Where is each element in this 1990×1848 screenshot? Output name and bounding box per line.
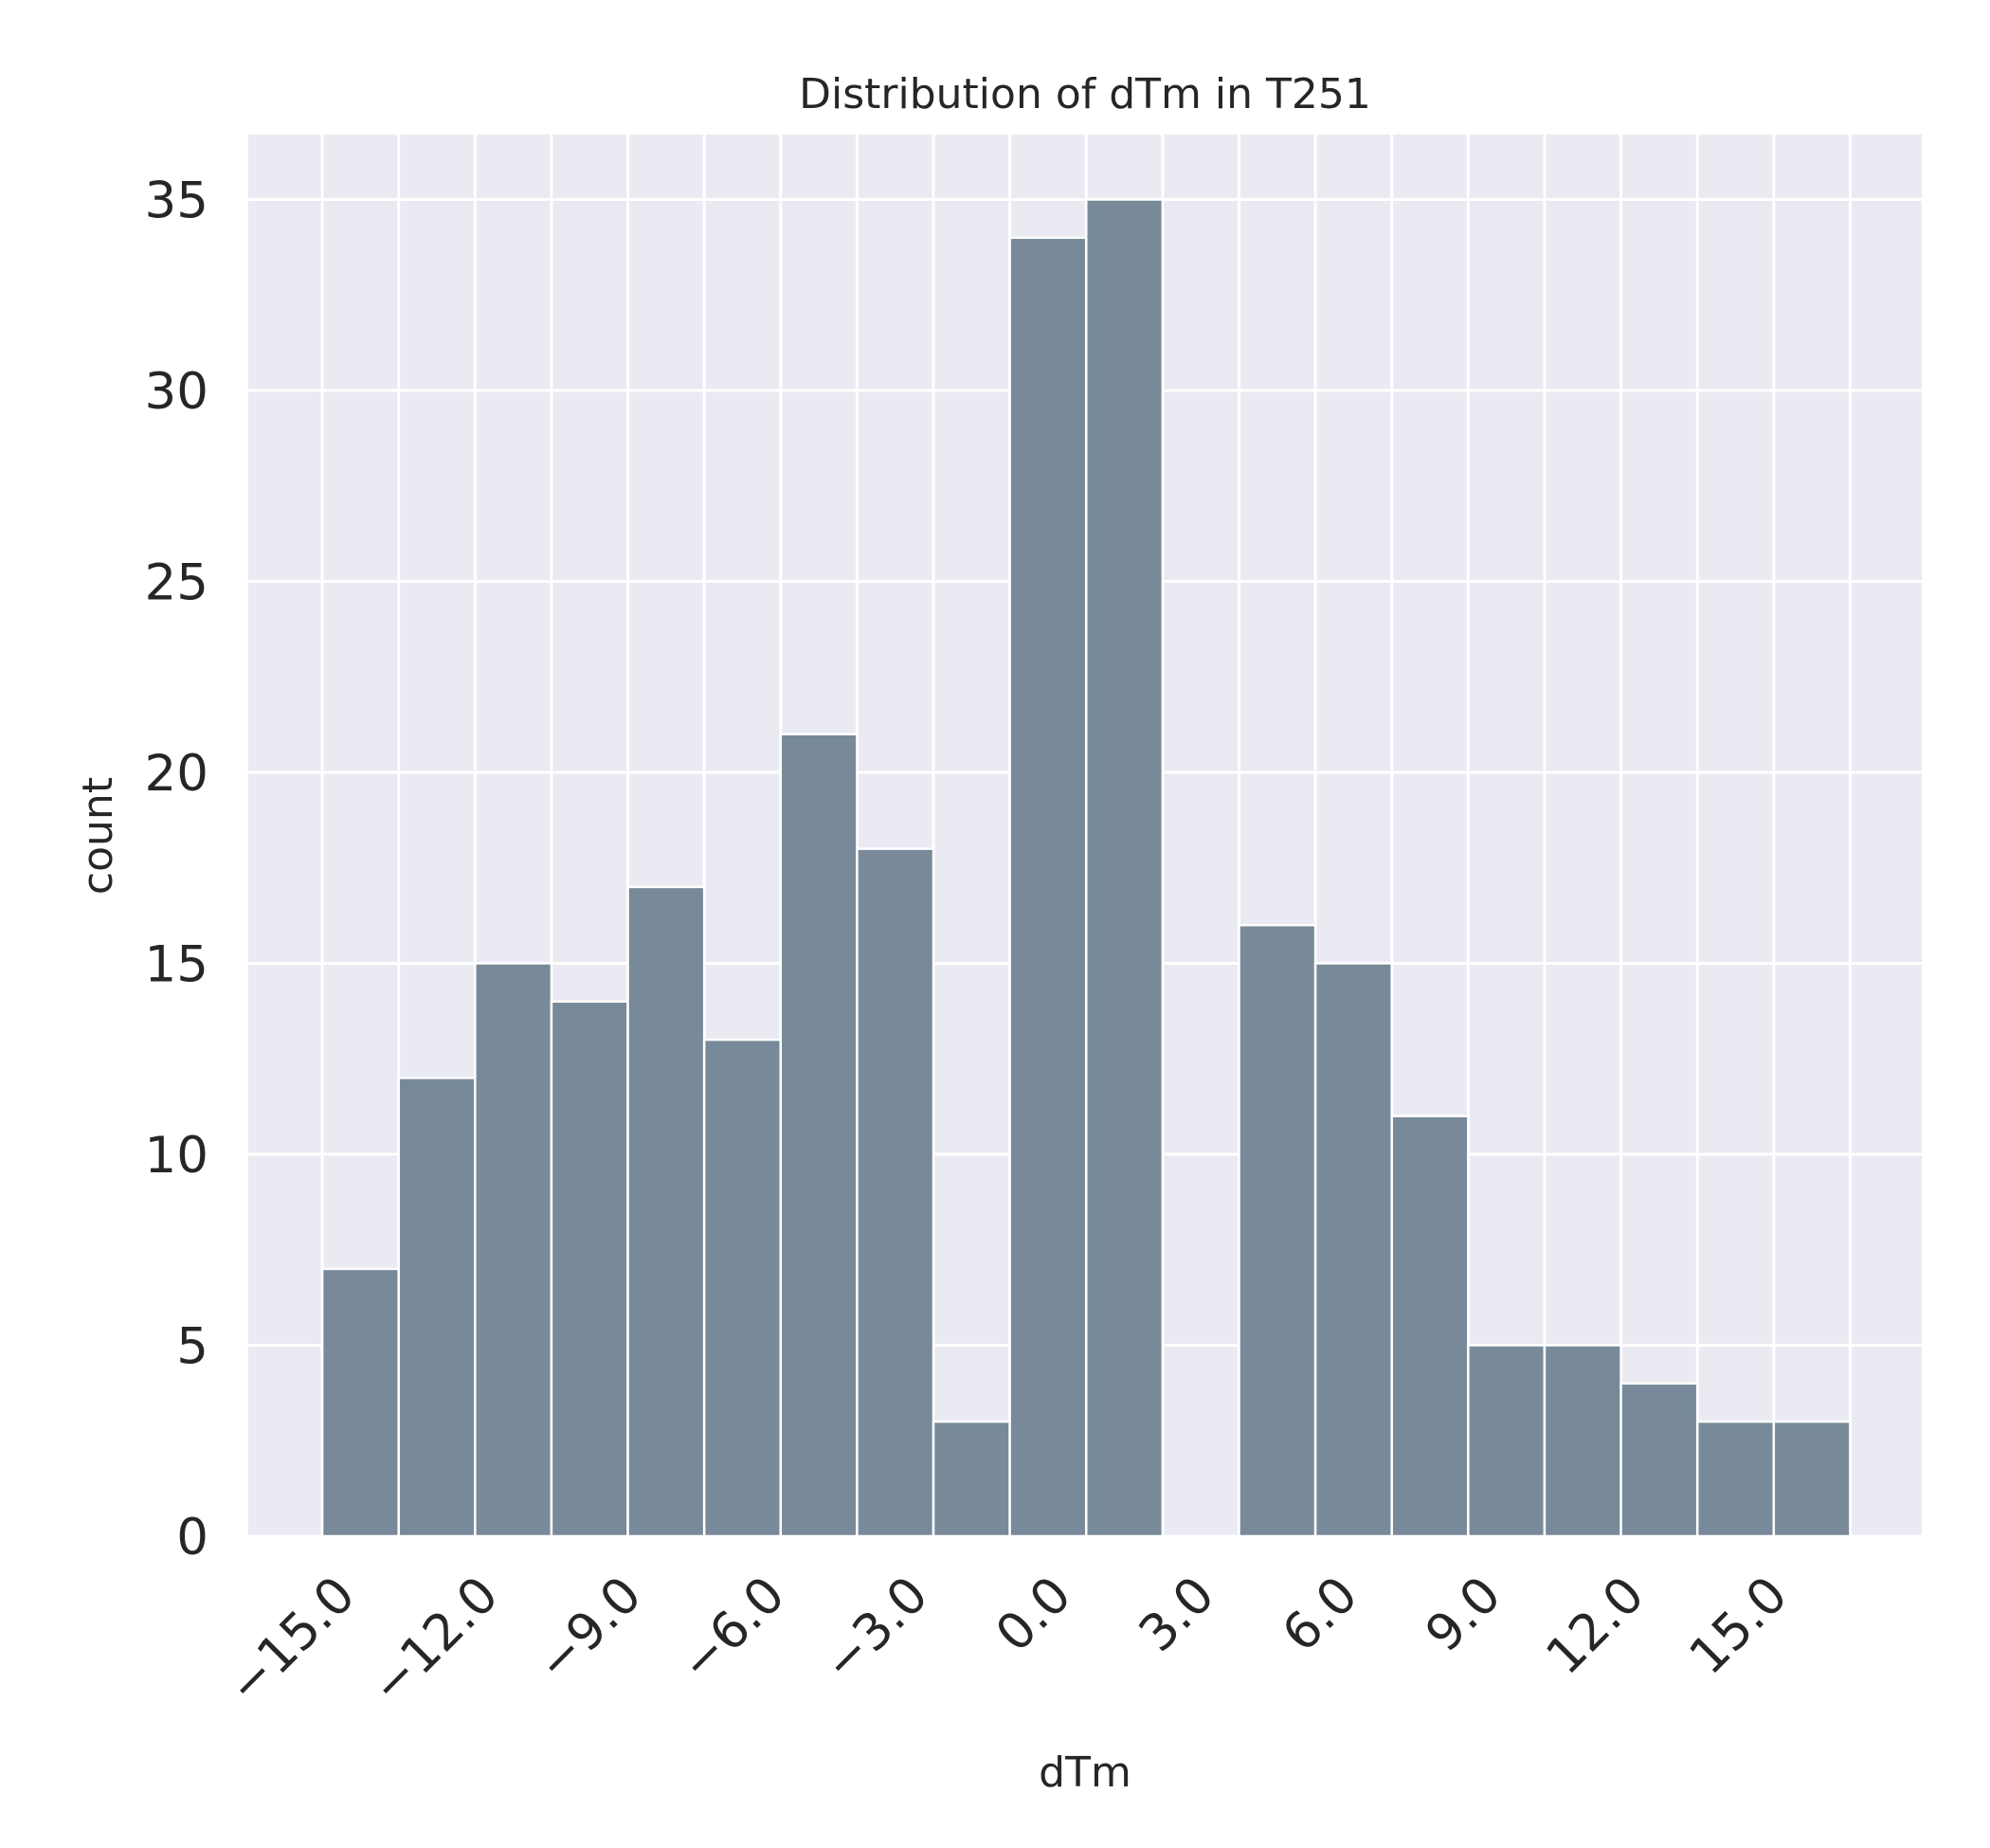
y-tick-label: 15 [145, 936, 208, 994]
x-axis-label: dTm [1039, 1748, 1131, 1797]
histogram-bar [474, 962, 553, 1538]
histogram-bar [1238, 923, 1317, 1538]
histogram-bar [397, 1077, 477, 1538]
histogram-bar [626, 885, 706, 1538]
histogram-bar [1085, 198, 1165, 1538]
histogram-bar [320, 1267, 400, 1538]
histogram-bar [1695, 1420, 1776, 1538]
histogram-bar [1008, 236, 1088, 1538]
histogram-bar [932, 1420, 1011, 1538]
histogram-bar [1313, 962, 1393, 1538]
histogram-bar [1467, 1344, 1547, 1538]
y-tick-label: 30 [145, 363, 208, 421]
histogram-bar [779, 733, 859, 1538]
y-tick-label: 35 [145, 172, 208, 230]
histogram-bar [1772, 1420, 1852, 1538]
y-axis-label: count [74, 777, 122, 895]
y-tick-label: 10 [145, 1127, 208, 1185]
histogram-bar [856, 847, 935, 1538]
histogram-bar [1619, 1382, 1699, 1538]
histogram-bar [1543, 1344, 1622, 1538]
y-tick-label: 25 [145, 554, 208, 612]
histogram-bar [1390, 1114, 1470, 1538]
histogram-bars [320, 198, 1852, 1538]
chart-title: Distribution of dTm in T251 [799, 70, 1371, 118]
y-tick-labels: 0 5 10 15 20 25 30 35 [145, 172, 208, 1567]
y-tick-label: 5 [176, 1318, 208, 1376]
y-tick-label: 20 [145, 745, 208, 803]
y-tick-label: 0 [176, 1509, 208, 1567]
histogram-bar [550, 1000, 629, 1538]
histogram-bar [702, 1038, 783, 1538]
